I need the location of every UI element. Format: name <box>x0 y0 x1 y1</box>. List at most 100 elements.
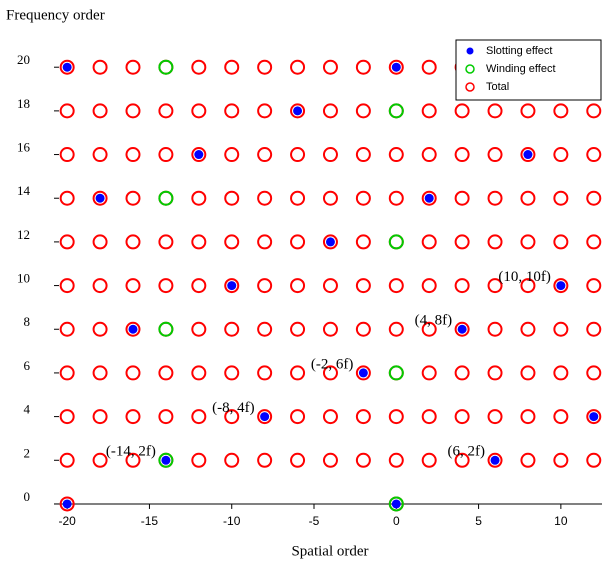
point <box>158 103 174 119</box>
point <box>421 147 437 163</box>
point <box>158 409 174 425</box>
point <box>59 103 75 119</box>
point <box>59 234 75 250</box>
point <box>553 409 569 425</box>
point <box>191 321 207 337</box>
point <box>454 365 470 381</box>
point <box>454 190 470 206</box>
point <box>553 278 569 294</box>
point <box>421 278 437 294</box>
y-tick-label: 20 <box>17 52 30 67</box>
point <box>293 106 303 116</box>
y-tick-label: 16 <box>17 140 31 155</box>
point <box>322 409 338 425</box>
point <box>257 278 273 294</box>
point <box>553 365 569 381</box>
point <box>487 321 503 337</box>
point <box>290 278 306 294</box>
point <box>355 409 371 425</box>
point <box>553 147 569 163</box>
point <box>59 409 75 425</box>
y-tick-label: 0 <box>24 489 31 504</box>
point <box>92 190 108 206</box>
y-tick-label: 12 <box>17 227 30 242</box>
point <box>194 150 204 160</box>
point <box>322 234 338 250</box>
point <box>586 365 602 381</box>
point <box>322 103 338 119</box>
point <box>520 452 536 468</box>
legend-marker <box>465 82 475 92</box>
point <box>556 281 566 291</box>
point <box>388 278 404 294</box>
point <box>355 278 371 294</box>
point <box>224 409 240 425</box>
point <box>520 103 536 119</box>
y-tick-label: 14 <box>17 183 31 198</box>
point <box>224 147 240 163</box>
point <box>487 452 503 468</box>
x-tick-label: -15 <box>141 514 159 528</box>
legend-marker <box>466 47 474 55</box>
annotation: (-2, 6f) <box>311 356 353 372</box>
x-tick-label: -10 <box>223 514 241 528</box>
point <box>523 150 533 160</box>
point <box>454 234 470 250</box>
point <box>191 409 207 425</box>
point <box>322 452 338 468</box>
point <box>421 321 437 337</box>
point <box>586 147 602 163</box>
point <box>322 278 338 294</box>
point <box>59 321 75 337</box>
annotation: (-14, 2f) <box>106 444 156 460</box>
point <box>487 234 503 250</box>
point <box>520 147 536 163</box>
point <box>388 496 404 512</box>
point <box>92 103 108 119</box>
x-tick-label: -5 <box>309 514 320 528</box>
point <box>388 103 404 119</box>
point <box>59 147 75 163</box>
point <box>322 190 338 206</box>
point <box>355 147 371 163</box>
point <box>92 409 108 425</box>
point <box>355 365 371 381</box>
point <box>158 452 174 468</box>
point <box>388 452 404 468</box>
point <box>224 234 240 250</box>
point <box>125 190 141 206</box>
point <box>62 499 72 509</box>
point <box>125 452 141 468</box>
point <box>191 190 207 206</box>
point <box>487 365 503 381</box>
point <box>520 409 536 425</box>
point <box>59 365 75 381</box>
point <box>454 278 470 294</box>
x-tick-label: 0 <box>393 514 400 528</box>
point <box>59 190 75 206</box>
point <box>355 321 371 337</box>
annotation: (10, 10f) <box>498 269 551 285</box>
point <box>586 409 602 425</box>
point <box>388 321 404 337</box>
point <box>257 321 273 337</box>
point <box>224 278 240 294</box>
point <box>487 278 503 294</box>
point <box>224 365 240 381</box>
point <box>125 321 141 337</box>
point <box>424 193 434 203</box>
x-axis-label: Spatial order <box>291 543 368 559</box>
legend: Slotting effect Winding effect Total <box>455 39 602 101</box>
point <box>586 103 602 119</box>
y-tick-label: 18 <box>17 96 30 111</box>
point <box>158 147 174 163</box>
point <box>257 452 273 468</box>
point <box>224 103 240 119</box>
y-tick-label: 8 <box>24 314 31 329</box>
point <box>191 278 207 294</box>
point <box>586 452 602 468</box>
point <box>92 234 108 250</box>
point <box>457 324 467 334</box>
point <box>191 234 207 250</box>
